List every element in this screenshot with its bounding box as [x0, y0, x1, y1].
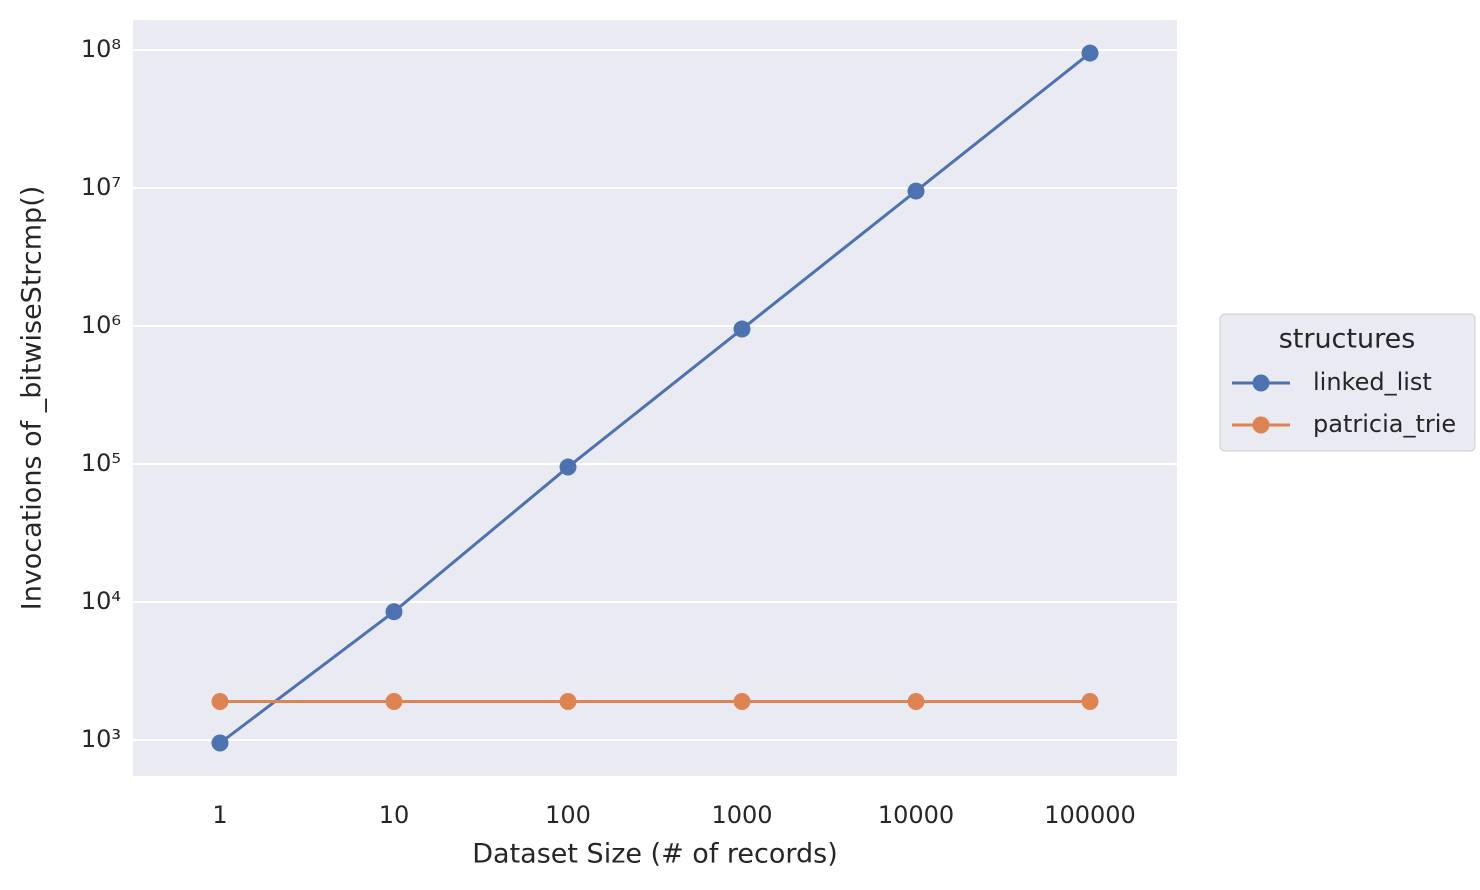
- data-point: [733, 692, 751, 710]
- data-point: [385, 603, 403, 621]
- data-point: [907, 692, 925, 710]
- x-tick-label: 100000: [1044, 801, 1136, 829]
- y-tick-label: 10⁵: [81, 449, 121, 477]
- y-axis-label: Invocations of _bitwiseStrcmp(): [17, 186, 48, 611]
- x-tick-label: 10: [379, 801, 410, 829]
- x-tick-label: 1: [212, 801, 227, 829]
- legend-label: linked_list: [1313, 368, 1432, 396]
- data-point: [1081, 44, 1099, 62]
- y-tick-label: 10⁷: [81, 173, 121, 201]
- y-tick-label: 10⁶: [81, 311, 121, 339]
- data-point: [385, 692, 403, 710]
- legend-title: structures: [1279, 324, 1416, 355]
- x-axis-label: Dataset Size (# of records): [472, 839, 838, 870]
- data-point: [559, 458, 577, 476]
- legend: [1219, 313, 1476, 452]
- x-tick-label: 100: [545, 801, 591, 829]
- y-tick-label: 10⁴: [81, 587, 121, 615]
- data-point: [211, 692, 229, 710]
- legend-label: patricia_trie: [1313, 410, 1456, 438]
- legend-marker: [1252, 416, 1270, 434]
- x-tick-label: 10000: [878, 801, 954, 829]
- data-point: [907, 182, 925, 200]
- series-line: [219, 51, 1091, 745]
- x-tick-label: 1000: [711, 801, 772, 829]
- data-point: [211, 734, 229, 752]
- data-point: [559, 692, 577, 710]
- y-tick-label: 10³: [81, 725, 121, 753]
- legend-marker: [1252, 374, 1270, 392]
- data-point: [1081, 692, 1099, 710]
- y-tick-label: 10⁸: [81, 35, 121, 63]
- data-point: [733, 320, 751, 338]
